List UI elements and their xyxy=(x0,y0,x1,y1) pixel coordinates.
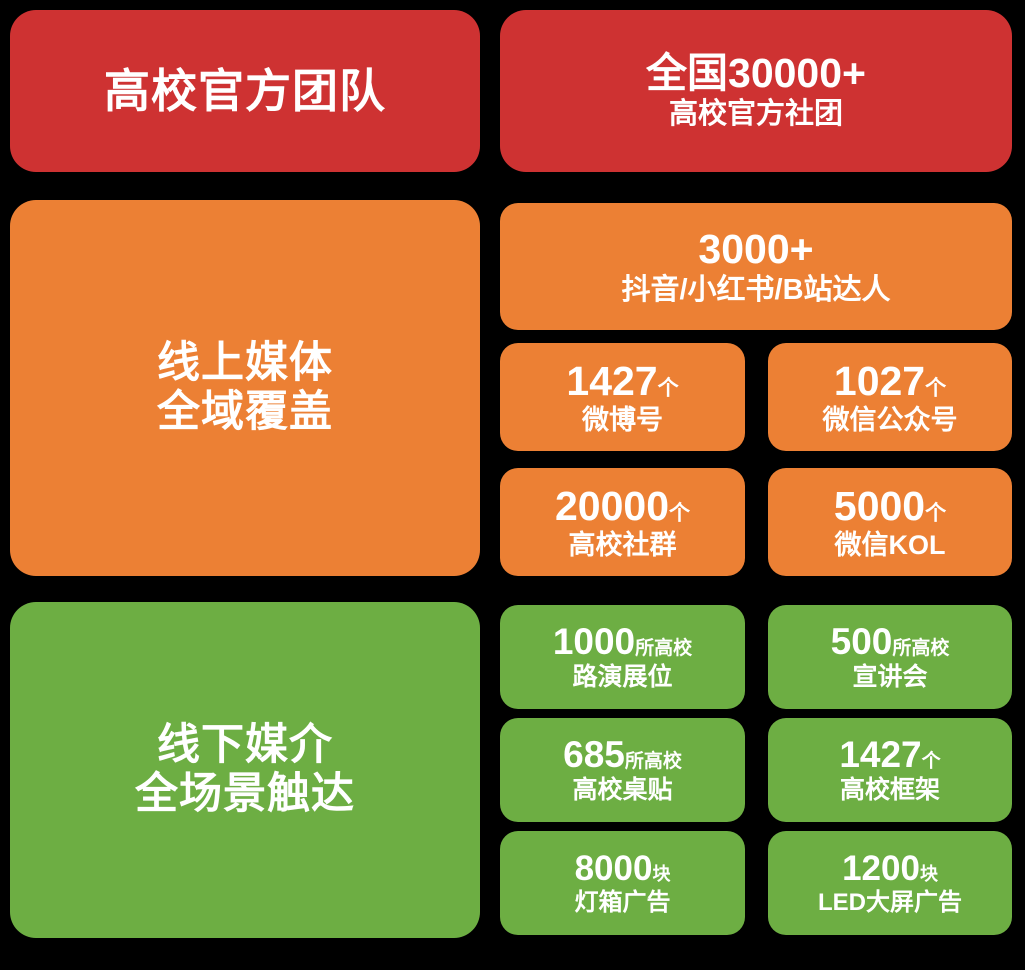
stat-description: 宣讲会 xyxy=(852,663,928,692)
stat-description: 高校桌贴 xyxy=(572,776,673,805)
stat-description: 微信公众号 xyxy=(822,404,958,435)
category-panel-official-team: 高校官方团队 xyxy=(10,10,480,172)
stat-unit: 个 xyxy=(925,376,947,400)
stat-card-campus-groups: 20000个 高校社群 xyxy=(500,468,745,576)
stat-card-roadshow-booths: 1000所高校 路演展位 xyxy=(500,605,745,709)
stat-number: 1200块 xyxy=(842,849,938,889)
category-label-line: 全场景触达 xyxy=(135,769,355,818)
stat-number-value: 全国30000 xyxy=(646,50,843,97)
stat-unit: 个 xyxy=(925,501,947,525)
category-panel-online-media: 线上媒体 全域覆盖 xyxy=(10,200,480,576)
category-label-official-team: 高校官方团队 xyxy=(104,64,386,118)
stat-card-lightbox-ads: 8000块 灯箱广告 xyxy=(500,831,745,935)
stat-number: 1027个 xyxy=(833,357,947,404)
stat-number: 8000块 xyxy=(574,849,671,889)
stat-number-value: 500 xyxy=(830,621,893,663)
stat-number: 全国30000+ xyxy=(646,52,866,95)
stat-number: 685所高校 xyxy=(563,736,682,775)
stat-unit: 个 xyxy=(921,751,941,773)
stat-description: 高校官方社团 xyxy=(668,98,843,131)
stat-number: 3000+ xyxy=(698,225,814,272)
stat-card-weibo-accounts: 1427个 微博号 xyxy=(500,343,745,451)
category-label-line: 高校官方团队 xyxy=(104,64,386,117)
stat-card-online-kols: 3000+ 抖音/小红书/B站达人 xyxy=(500,203,1012,330)
category-label-offline-media: 线下媒介 全场景触达 xyxy=(135,720,355,819)
stat-number: 1000所高校 xyxy=(553,623,692,662)
stat-card-wechat-official-accounts: 1027个 微信公众号 xyxy=(768,343,1012,451)
stat-unit: 所高校 xyxy=(624,751,682,773)
stat-unit: 块 xyxy=(652,864,671,885)
category-label-line: 全域覆盖 xyxy=(157,387,333,436)
stat-description: 高校框架 xyxy=(839,776,940,805)
category-panel-offline-media: 线下媒介 全场景触达 xyxy=(10,602,480,938)
stat-number-suffix: + xyxy=(842,50,866,97)
stat-number-value: 1427 xyxy=(566,357,658,404)
stat-number-value: 3000 xyxy=(698,225,790,272)
stat-number-value: 5000 xyxy=(833,482,926,529)
stat-card-official-clubs: 全国30000+ 高校官方社团 xyxy=(500,10,1012,172)
stat-card-wechat-kol: 5000个 微信KOL xyxy=(768,468,1012,576)
stat-description: 灯箱广告 xyxy=(574,888,671,916)
stat-number: 20000个 xyxy=(554,482,690,529)
stat-description: 高校社群 xyxy=(568,529,677,560)
stat-number-value: 1027 xyxy=(833,357,926,404)
stat-unit: 个 xyxy=(669,501,690,525)
stat-card-info-sessions: 500所高校 宣讲会 xyxy=(768,605,1012,709)
stat-unit: 个 xyxy=(657,376,679,400)
stat-number: 1427个 xyxy=(566,357,679,404)
stat-description: 微信KOL xyxy=(834,529,946,560)
stat-description: LED大屏广告 xyxy=(818,888,962,916)
stat-description: 抖音/小红书/B站达人 xyxy=(621,273,891,306)
stat-unit: 块 xyxy=(919,864,938,885)
stat-card-led-screen-ads: 1200块 LED大屏广告 xyxy=(768,831,1012,935)
stat-unit: 所高校 xyxy=(635,638,693,660)
stat-number-suffix: + xyxy=(789,225,814,272)
stat-number-value: 20000 xyxy=(554,482,669,529)
stat-number-value: 8000 xyxy=(574,849,653,889)
stat-number: 500所高校 xyxy=(831,623,950,662)
stat-number-value: 1427 xyxy=(839,734,922,776)
category-label-online-media: 线上媒体 全域覆盖 xyxy=(157,338,333,437)
stat-unit: 所高校 xyxy=(892,638,950,660)
stat-number: 1427个 xyxy=(839,736,940,775)
stat-card-campus-frames: 1427个 高校框架 xyxy=(768,718,1012,822)
stat-description: 路演展位 xyxy=(572,663,673,692)
stat-number-value: 1000 xyxy=(552,621,636,663)
stat-card-desk-stickers: 685所高校 高校桌贴 xyxy=(500,718,745,822)
category-label-line: 线下媒介 xyxy=(157,721,333,770)
stat-description: 微博号 xyxy=(582,404,663,435)
stat-number-value: 685 xyxy=(563,734,625,776)
stat-number-value: 1200 xyxy=(842,849,920,889)
stat-number: 5000个 xyxy=(833,482,947,529)
category-label-line: 线上媒体 xyxy=(157,339,333,388)
